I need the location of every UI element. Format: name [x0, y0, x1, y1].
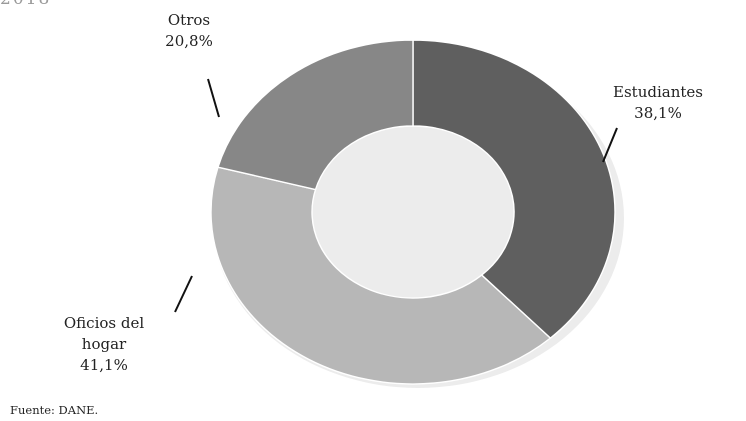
slice-group — [210, 39, 616, 385]
value-label-otros: 20,8% — [165, 32, 213, 50]
category-label-oficios-del-hogar: Oficios del — [64, 314, 144, 332]
category-label-otros: Otros — [168, 11, 210, 29]
leader-line-estudiantes — [602, 127, 618, 163]
category-label-estudiantes: Estudiantes — [613, 83, 703, 101]
slice-otros — [217, 39, 414, 191]
leader-line-group — [174, 78, 618, 313]
slice-oficios-del-hogar — [210, 166, 552, 385]
label-group: Estudiantes 38,1% Oficios del hogar 41,1% Otr… — [64, 11, 703, 374]
header-fragment: 2018 — [0, 0, 51, 9]
leader-line-otros — [207, 78, 220, 118]
category-label-oficios-del-hogar: hogar — [82, 335, 127, 353]
value-label-oficios-del-hogar: 41,1% — [80, 356, 128, 374]
value-label-estudiantes: 38,1% — [634, 104, 682, 122]
source-note: Fuente: DANE. — [10, 403, 99, 417]
leader-line-oficios-del-hogar — [174, 275, 193, 313]
slice-estudiantes — [412, 39, 616, 340]
